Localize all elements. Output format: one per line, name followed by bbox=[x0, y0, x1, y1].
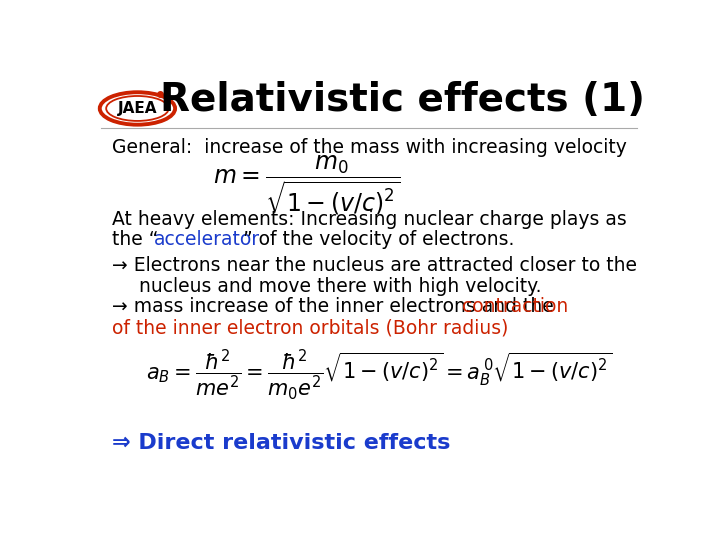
Ellipse shape bbox=[106, 96, 168, 121]
Text: $a_B = \dfrac{\hbar^2}{me^2} = \dfrac{\hbar^2}{m_0 e^2}\sqrt{1-(v/c)^2} = a_B^{\: $a_B = \dfrac{\hbar^2}{me^2} = \dfrac{\h… bbox=[145, 347, 612, 402]
Text: At heavy elements: Increasing nuclear charge plays as: At heavy elements: Increasing nuclear ch… bbox=[112, 210, 627, 229]
Text: ” of the velocity of electrons.: ” of the velocity of electrons. bbox=[243, 230, 514, 249]
Text: accelerator: accelerator bbox=[153, 230, 260, 249]
Text: → Electrons near the nucleus are attracted closer to the: → Electrons near the nucleus are attract… bbox=[112, 256, 637, 275]
Text: nucleus and move there with high velocity.: nucleus and move there with high velocit… bbox=[139, 276, 541, 295]
Text: Relativistic effects (1): Relativistic effects (1) bbox=[160, 81, 645, 119]
Text: General:  increase of the mass with increasing velocity: General: increase of the mass with incre… bbox=[112, 138, 627, 158]
Text: the “: the “ bbox=[112, 230, 158, 249]
Text: $m = \dfrac{m_0}{\sqrt{1-(v/c)^2}}$: $m = \dfrac{m_0}{\sqrt{1-(v/c)^2}}$ bbox=[213, 153, 400, 217]
Text: contraction: contraction bbox=[462, 298, 568, 316]
Ellipse shape bbox=[100, 92, 175, 125]
Text: JAEA: JAEA bbox=[117, 101, 157, 116]
Text: ⇒ Direct relativistic effects: ⇒ Direct relativistic effects bbox=[112, 433, 451, 453]
Text: → mass increase of the inner electrons and the: → mass increase of the inner electrons a… bbox=[112, 298, 560, 316]
Text: of the inner electron orbitals (Bohr radius): of the inner electron orbitals (Bohr rad… bbox=[112, 318, 509, 337]
